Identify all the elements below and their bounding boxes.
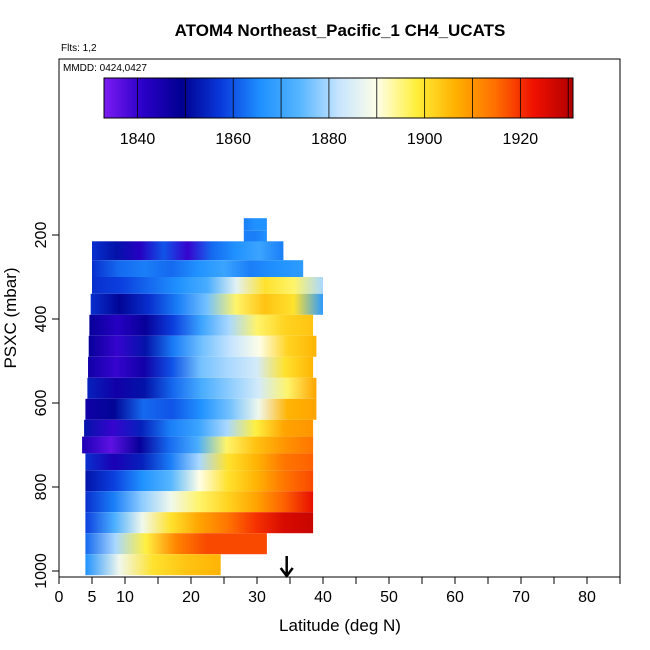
y-tick-label: 200 xyxy=(33,222,50,249)
heatmap-band xyxy=(85,453,314,471)
heatmap-profiles xyxy=(82,218,324,576)
heatmap-band xyxy=(90,293,324,315)
x-tick-label: 50 xyxy=(380,589,398,606)
y-tick-label: 1000 xyxy=(33,553,50,589)
heatmap-band xyxy=(84,419,314,437)
x-tick-label: 30 xyxy=(248,589,266,606)
y-tick-label: 400 xyxy=(33,306,50,333)
y-tick-label: 600 xyxy=(33,390,50,417)
x-tick-label: 5 xyxy=(88,589,97,606)
heatmap-band xyxy=(85,398,317,420)
dates-note: MMDD: 0424,0427 xyxy=(63,63,147,74)
x-tick-label: 60 xyxy=(446,589,464,606)
heatmap-band xyxy=(85,533,267,555)
heatmap-band xyxy=(89,314,314,336)
x-axis-title: Latitude (deg N) xyxy=(279,616,401,635)
colorbar: 1840 1860 1880 1900 1920 xyxy=(103,77,574,148)
x-tick-label: 70 xyxy=(512,589,530,606)
x-axis: 0 5 10 20 30 40 50 60 70 80 xyxy=(55,577,621,606)
colorbar-tick-lines xyxy=(137,78,569,118)
heatmap-band xyxy=(92,277,323,294)
heatmap-band xyxy=(87,377,317,399)
arrow-head xyxy=(279,567,294,579)
chart-title: ATOM4 Northeast_Pacific_1 CH4_UCATS xyxy=(175,21,506,40)
colorbar-tick-label: 1860 xyxy=(215,131,251,148)
heatmap-band xyxy=(92,260,304,277)
location-arrow xyxy=(279,556,294,579)
y-axis-title: PSXC (mbar) xyxy=(1,267,20,368)
x-tick-label: 0 xyxy=(55,589,64,606)
colorbar-tick-label: 1920 xyxy=(503,131,539,148)
x-tick-label: 80 xyxy=(578,589,596,606)
heatmap-band xyxy=(92,241,284,261)
colorbar-tick-label: 1900 xyxy=(407,131,443,148)
flights-note: Flts: 1,2 xyxy=(61,43,97,54)
x-tick-label: 10 xyxy=(116,589,134,606)
heatmap-band xyxy=(85,554,221,576)
colorbar-tick-label: 1880 xyxy=(311,131,347,148)
heatmap-band xyxy=(88,335,317,357)
heatmap-band xyxy=(82,436,314,454)
heatmap-band xyxy=(85,491,314,513)
colorbar-gradient xyxy=(104,78,573,118)
colorbar-frame xyxy=(103,77,574,119)
heatmap-band xyxy=(85,470,314,492)
heatmap-band xyxy=(88,356,314,378)
y-axis: 200 400 600 800 1000 xyxy=(33,222,59,589)
colorbar-tick-labels: 1840 1860 1880 1900 1920 xyxy=(120,131,539,148)
plot-frame xyxy=(58,58,621,578)
x-tick-label: 40 xyxy=(314,589,332,606)
x-tick-label: 20 xyxy=(182,589,200,606)
y-tick-label: 800 xyxy=(33,474,50,501)
colorbar-tick-label: 1840 xyxy=(120,131,156,148)
heatmap-band xyxy=(243,218,267,231)
heatmap-band xyxy=(85,512,314,534)
